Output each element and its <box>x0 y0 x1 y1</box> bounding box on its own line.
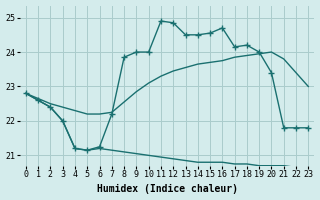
X-axis label: Humidex (Indice chaleur): Humidex (Indice chaleur) <box>97 184 237 194</box>
